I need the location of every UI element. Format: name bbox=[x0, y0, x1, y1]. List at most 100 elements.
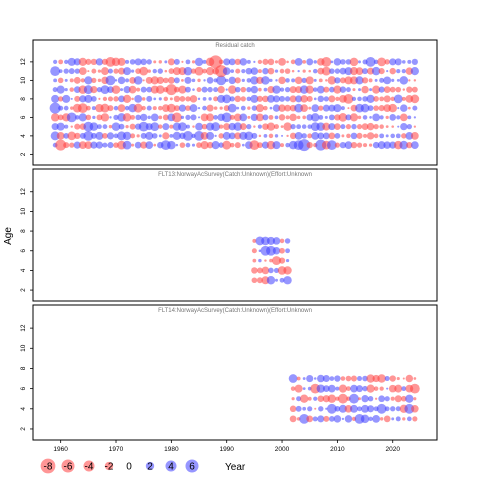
residual-bubble bbox=[274, 124, 279, 130]
residual-bubble bbox=[173, 105, 180, 112]
residual-bubble bbox=[118, 123, 125, 130]
residual-bubble bbox=[219, 106, 223, 110]
residual-bubble bbox=[207, 86, 213, 93]
residual-bubble bbox=[202, 96, 207, 101]
residual-bubble bbox=[358, 397, 361, 401]
residual-bubble bbox=[102, 96, 108, 102]
residual-bubble bbox=[235, 68, 241, 74]
residual-bubble bbox=[297, 69, 300, 73]
residual-bubble bbox=[107, 96, 114, 102]
residual-bubble bbox=[410, 94, 420, 104]
y-tick-label: 12 bbox=[20, 58, 27, 66]
residual-bubble bbox=[329, 86, 335, 93]
residual-bubble bbox=[251, 277, 258, 284]
residual-bubble bbox=[272, 141, 281, 150]
y-tick-label: 4 bbox=[20, 134, 27, 138]
residual-bubble bbox=[379, 96, 385, 102]
residual-bubble bbox=[162, 114, 169, 121]
residual-bubble bbox=[58, 69, 63, 73]
residual-bubble bbox=[339, 86, 347, 93]
residual-bubble bbox=[395, 406, 401, 412]
residual-bubble bbox=[383, 86, 391, 93]
residual-bubble bbox=[84, 76, 93, 85]
residual-bubble bbox=[141, 105, 146, 111]
residual-bubble bbox=[70, 106, 74, 110]
residual-bubble bbox=[291, 69, 295, 73]
residual-bubble bbox=[372, 414, 381, 423]
residual-bubble bbox=[96, 114, 103, 121]
residual-bubble bbox=[250, 85, 259, 94]
residual-bubble bbox=[313, 78, 317, 82]
residual-bubble bbox=[113, 133, 119, 139]
residual-bubble bbox=[227, 103, 237, 113]
residual-bubble bbox=[97, 124, 102, 130]
residual-bubble bbox=[178, 85, 187, 94]
residual-bubble bbox=[379, 77, 385, 83]
residual-bubble bbox=[302, 387, 306, 390]
residual-bubble bbox=[356, 124, 363, 130]
residual-bubble bbox=[391, 417, 395, 421]
residual-bubble bbox=[373, 386, 379, 391]
residual-bubble bbox=[400, 104, 408, 112]
residual-bubble bbox=[386, 70, 389, 73]
residual-bubble bbox=[107, 142, 114, 149]
residual-bubble bbox=[240, 86, 247, 93]
residual-bubble bbox=[230, 69, 235, 73]
residual-bubble bbox=[105, 75, 116, 86]
residual-bubble bbox=[294, 131, 303, 140]
legend-bubble bbox=[83, 460, 95, 472]
residual-bubble bbox=[236, 106, 240, 110]
residual-bubble bbox=[113, 105, 119, 111]
residual-bubble bbox=[275, 278, 278, 282]
x-tick-label: 1980 bbox=[164, 446, 179, 453]
residual-bubble bbox=[361, 395, 369, 403]
residual-bubble bbox=[131, 97, 134, 101]
residual-bubble bbox=[118, 95, 125, 103]
residual-bubble bbox=[368, 78, 373, 83]
residual-bubble bbox=[63, 105, 69, 111]
residual-bubble bbox=[136, 134, 140, 138]
residual-bubble bbox=[197, 106, 201, 110]
residual-bubble bbox=[335, 96, 340, 101]
residual-bubble bbox=[322, 104, 330, 112]
residual-bubble bbox=[130, 133, 136, 139]
residual-bubble bbox=[239, 58, 248, 66]
residual-bubble bbox=[404, 403, 415, 414]
residual-bubble bbox=[169, 133, 174, 138]
residual-bubble bbox=[351, 123, 357, 130]
residual-bubble bbox=[373, 133, 379, 139]
residual-bubble bbox=[140, 58, 147, 66]
residual-bubble bbox=[400, 122, 408, 131]
residual-bubble bbox=[357, 115, 362, 120]
residual-bubble bbox=[206, 104, 214, 112]
residual-bubble bbox=[67, 57, 76, 66]
legend-label: 6 bbox=[189, 462, 195, 473]
residual-bubble bbox=[262, 95, 269, 103]
residual-bubble bbox=[269, 106, 273, 110]
y-tick-label: 10 bbox=[20, 344, 27, 352]
residual-bubble bbox=[239, 123, 247, 131]
residual-bubble bbox=[391, 125, 395, 128]
residual-bubble bbox=[266, 122, 276, 131]
residual-bubble bbox=[311, 104, 320, 112]
residual-bubble bbox=[183, 66, 193, 76]
residual-bubble bbox=[91, 106, 96, 111]
residual-bubble bbox=[308, 106, 312, 110]
x-axis-label: Year bbox=[225, 462, 246, 473]
residual-bubble bbox=[133, 103, 143, 113]
residual-bubble bbox=[377, 374, 386, 383]
residual-bubble bbox=[296, 376, 301, 381]
residual-bubble bbox=[111, 57, 121, 67]
residual-bubble bbox=[379, 417, 384, 421]
legend-label: -4 bbox=[85, 462, 94, 473]
residual-bubble bbox=[322, 375, 330, 383]
residual-bubble bbox=[113, 114, 119, 121]
residual-bubble bbox=[300, 104, 309, 112]
residual-bubble bbox=[401, 68, 406, 74]
panel-title: Residual catch bbox=[215, 43, 254, 49]
residual-bubble bbox=[394, 395, 402, 403]
residual-bubble bbox=[313, 60, 317, 64]
residual-bubble bbox=[361, 404, 370, 413]
residual-bubble bbox=[255, 104, 264, 113]
residual-bubble bbox=[52, 87, 58, 93]
